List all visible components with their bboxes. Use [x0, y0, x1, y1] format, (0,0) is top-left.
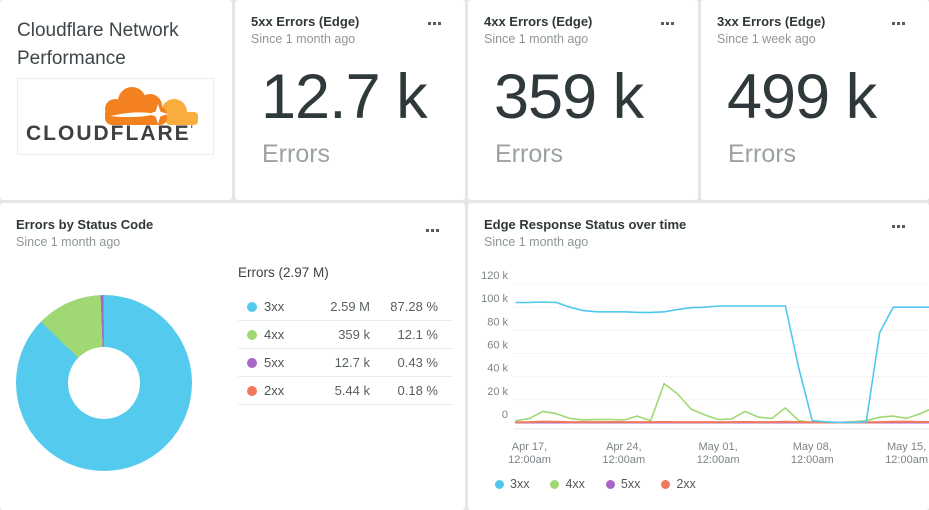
series-label: 3xx — [510, 477, 530, 491]
cloudflare-cloud-icon — [105, 87, 198, 125]
dashboard-title: Cloudflare Network Performance — [17, 20, 179, 69]
card-title: 3xx Errors (Edge) — [717, 14, 826, 29]
card-title: Errors by Status Code — [16, 217, 154, 232]
svg-text:12:00am: 12:00am — [885, 454, 928, 466]
svg-text:Apr 24,: Apr 24, — [606, 441, 641, 453]
legend-item-3xx[interactable]: 3xx — [495, 477, 529, 491]
stat-unit: Errors — [495, 140, 564, 168]
billboard-card-5xx: 5xx Errors (Edge) Since 1 month ago 12.7… — [235, 0, 465, 200]
series-label: 3xx — [264, 299, 285, 314]
ellipsis-menu-icon[interactable] — [428, 22, 441, 25]
ellipsis-menu-icon[interactable] — [892, 22, 905, 25]
legend-item-5xx[interactable]: 5xx — [605, 477, 641, 491]
svg-text:May 01,: May 01, — [699, 441, 738, 453]
series-color-dot — [247, 357, 257, 368]
legend-item-4xx[interactable]: 4xx — [550, 477, 585, 491]
svg-text:12:00am: 12:00am — [791, 454, 834, 466]
series-percent: 87.28 % — [390, 299, 438, 314]
svg-text:Apr 17,: Apr 17, — [512, 441, 547, 453]
stat-unit: Errors — [728, 140, 797, 168]
card-subtitle: Since 1 week ago — [717, 32, 816, 46]
svg-text:20 k: 20 k — [487, 386, 508, 398]
series-percent: 0.18 % — [397, 383, 438, 398]
series-color-dot — [247, 385, 257, 396]
header-card: Cloudflare Network Performance CLOUDFLAR… — [0, 0, 232, 200]
card-subtitle: Since 1 month ago — [16, 235, 121, 249]
stat-value: 12.7 k — [261, 62, 428, 132]
series-value: 5.44 k — [334, 383, 370, 398]
legend-row-4xx[interactable]: 4xx 359 k 12.1 % — [238, 321, 452, 349]
time-chart-legend: 3xx 4xx 5xx 2xx — [495, 477, 696, 491]
series-color-dot — [495, 479, 504, 489]
svg-text:40 k: 40 k — [487, 363, 508, 375]
series-label: 4xx — [565, 477, 585, 491]
stat-unit: Errors — [262, 140, 331, 168]
svg-text:May 08,: May 08, — [793, 441, 832, 453]
billboard-card-4xx: 4xx Errors (Edge) Since 1 month ago 359 … — [468, 0, 698, 200]
series-percent: 12.1 % — [397, 327, 438, 342]
svg-text:100 k: 100 k — [481, 293, 508, 305]
stat-value: 359 k — [494, 62, 644, 132]
series-label: 5xx — [264, 355, 285, 370]
svg-text:12:00am: 12:00am — [602, 454, 645, 466]
svg-text:60 k: 60 k — [487, 340, 508, 352]
errors-by-status-card: Errors by Status Code Since 1 month ago … — [0, 203, 465, 510]
card-subtitle: Since 1 month ago — [484, 32, 589, 46]
card-title: Edge Response Status over time — [484, 217, 687, 232]
series-label: 4xx — [264, 327, 285, 342]
ellipsis-menu-icon[interactable] — [661, 22, 674, 25]
cloudflare-logo: CLOUDFLARE' — [17, 78, 214, 155]
svg-text:May 15,: May 15, — [887, 441, 926, 453]
legend-item-2xx[interactable]: 2xx — [661, 477, 696, 491]
series-color-dot — [247, 301, 257, 312]
svg-text:120 k: 120 k — [481, 270, 508, 282]
svg-text:12:00am: 12:00am — [697, 454, 740, 466]
stat-value: 499 k — [727, 62, 877, 132]
series-label: 5xx — [620, 477, 641, 491]
edge-response-status-card: Edge Response Status over time Since 1 m… — [468, 203, 929, 510]
card-subtitle: Since 1 month ago — [484, 235, 589, 249]
svg-text:12:00am: 12:00am — [508, 454, 551, 466]
ellipsis-menu-icon[interactable] — [892, 225, 905, 228]
donut-hole — [68, 347, 140, 419]
svg-text:80 k: 80 k — [487, 316, 508, 328]
svg-text:0: 0 — [502, 409, 508, 421]
series-color-dot — [605, 479, 615, 489]
legend-row-2xx[interactable]: 2xx 5.44 k 0.18 % — [238, 377, 452, 405]
card-subtitle: Since 1 month ago — [251, 32, 356, 46]
donut-legend-header: Errors (2.97 M) — [238, 265, 329, 280]
card-title: 4xx Errors (Edge) — [484, 14, 593, 29]
donut-legend-table: Errors (2.97 M) 3xx 2.59 M 87.28 % 4xx 3… — [238, 265, 452, 405]
series-value: 2.59 M — [330, 299, 370, 314]
donut-chart[interactable] — [16, 295, 192, 471]
series-label: 2xx — [676, 477, 696, 491]
legend-row-3xx[interactable]: 3xx 2.59 M 87.28 % — [238, 293, 452, 321]
series-label: 2xx — [264, 383, 285, 398]
billboard-card-3xx: 3xx Errors (Edge) Since 1 week ago 499 k… — [701, 0, 929, 200]
series-color-dot — [550, 479, 560, 489]
series-percent: 0.43 % — [397, 355, 438, 370]
card-title: 5xx Errors (Edge) — [251, 14, 360, 29]
series-color-dot — [661, 479, 671, 489]
legend-row-5xx[interactable]: 5xx 12.7 k 0.43 % — [238, 349, 452, 377]
cloudflare-wordmark: CLOUDFLARE' — [26, 122, 195, 145]
ellipsis-menu-icon[interactable] — [426, 229, 439, 232]
series-value: 359 k — [338, 327, 370, 342]
series-value: 12.7 k — [334, 355, 370, 370]
series-color-dot — [247, 329, 257, 340]
